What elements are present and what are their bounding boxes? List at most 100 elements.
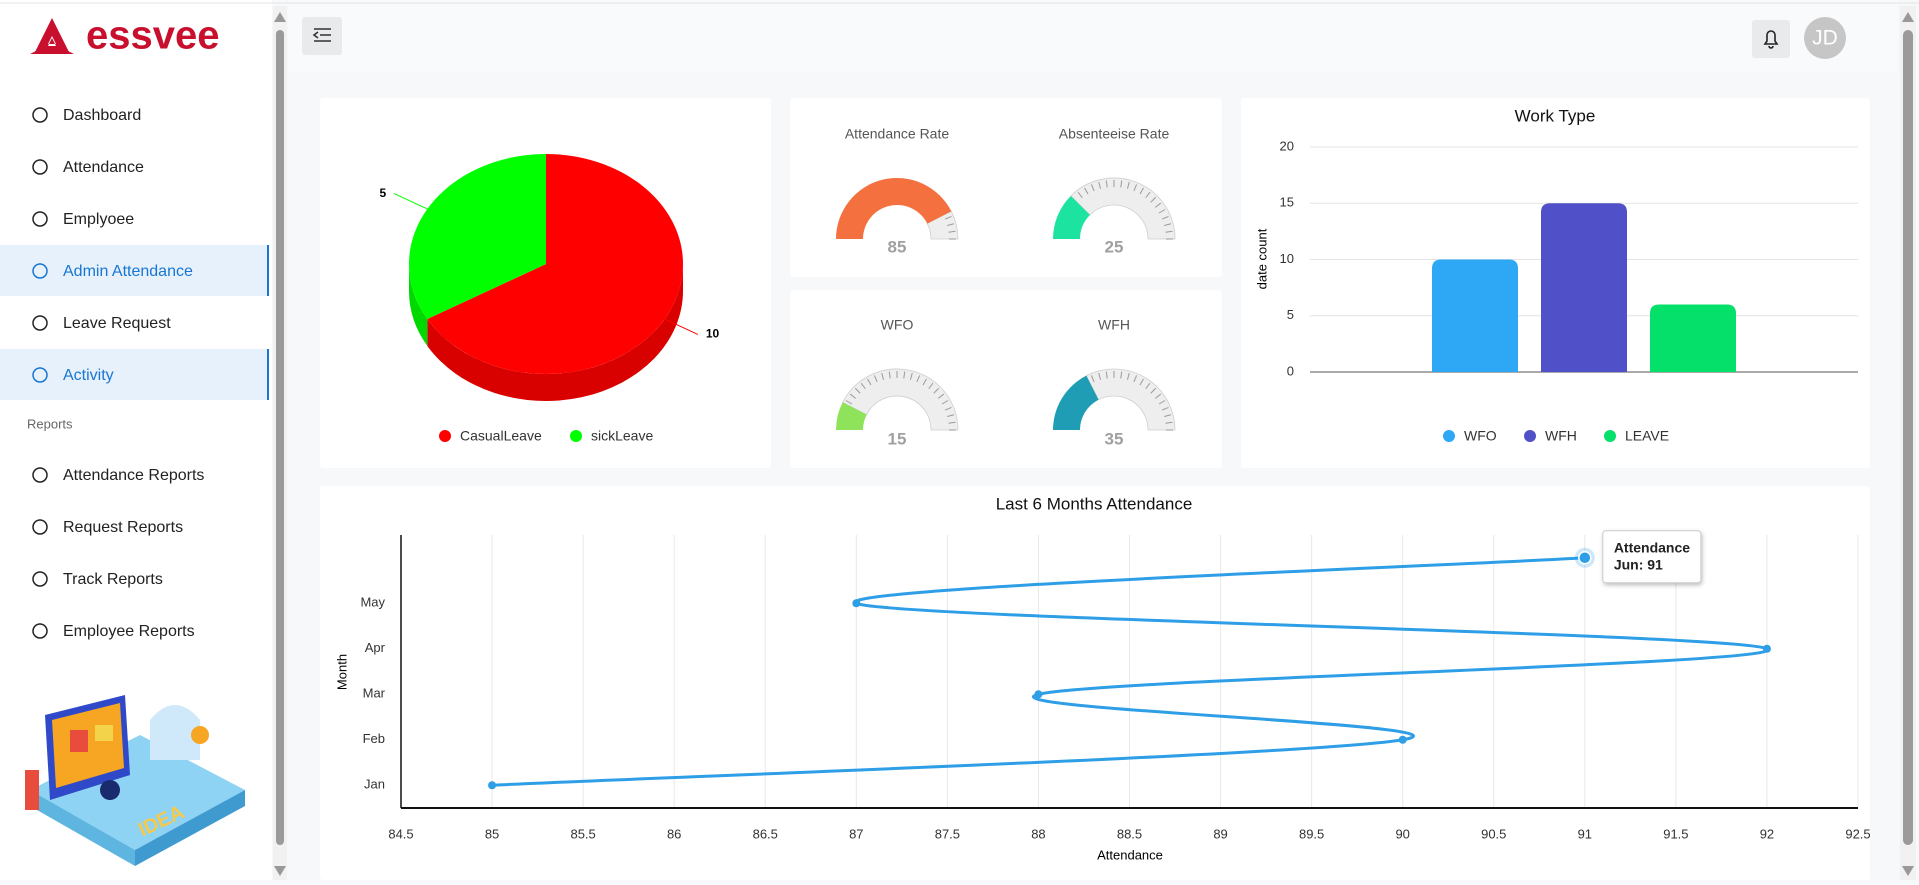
scroll-up[interactable] <box>274 12 286 22</box>
legend-label[interactable]: LEAVE <box>1625 428 1669 444</box>
scroll-up[interactable] <box>1902 12 1914 22</box>
gauge-title: WFH <box>1098 317 1130 333</box>
gauge-tick <box>1105 180 1108 188</box>
data-point[interactable] <box>852 599 861 608</box>
tooltip <box>1602 530 1702 584</box>
pie-side <box>427 264 683 402</box>
data-point[interactable] <box>488 781 497 790</box>
gauge-tick <box>881 372 885 380</box>
gauge-tick <box>1090 184 1095 192</box>
logo-text[interactable]: essvee <box>86 14 219 58</box>
scroll-down[interactable] <box>274 866 286 876</box>
nav-item[interactable]: Dashboard <box>63 107 141 124</box>
gauge-tick <box>1120 371 1123 379</box>
scroll-down[interactable] <box>1902 866 1914 876</box>
y-tick-label: Feb <box>363 731 385 746</box>
nav-item[interactable]: Attendance <box>63 159 144 176</box>
notification-button[interactable] <box>1752 20 1790 58</box>
pie-slice[interactable] <box>427 154 683 374</box>
gauge-tick <box>1154 393 1162 399</box>
card <box>790 290 1222 468</box>
gauge-tick <box>1161 215 1169 220</box>
pie-label-line <box>393 193 430 211</box>
nav-item[interactable]: Leave Request <box>63 315 171 332</box>
nav-active-bg <box>0 349 269 400</box>
gauge-tick <box>845 400 853 405</box>
pie-slice[interactable] <box>409 154 546 319</box>
x-tick-label: 90.5 <box>1481 826 1506 841</box>
x-tick-label: 86.5 <box>753 826 778 841</box>
gauge-tick <box>1139 187 1144 195</box>
gauge-value: 35 <box>1105 429 1124 448</box>
data-point[interactable] <box>1762 644 1771 653</box>
nav-item[interactable]: Attendance Reports <box>63 467 204 484</box>
y-tick-label: Jan <box>364 777 385 792</box>
nav-icon <box>32 263 48 279</box>
nav-item[interactable]: Request Reports <box>63 519 183 536</box>
x-tick-label: 89.5 <box>1299 826 1324 841</box>
gauge-fill <box>836 402 867 430</box>
gauge-tick <box>1139 378 1144 386</box>
gauge-tick <box>948 421 956 424</box>
scroll-thumb[interactable] <box>276 30 284 845</box>
nav-icon <box>32 571 48 587</box>
gauge-tick <box>1145 191 1151 199</box>
y-tick-label: Mar <box>363 686 386 701</box>
gauge-tick <box>1098 181 1102 189</box>
legend-marker[interactable] <box>439 430 451 442</box>
legend-label[interactable]: WFH <box>1545 428 1577 444</box>
legend-label[interactable]: CasualLeave <box>460 428 542 444</box>
gauge-tick <box>1161 406 1169 411</box>
nav-item[interactable]: Employee Reports <box>63 623 195 640</box>
nav-icon <box>32 367 48 383</box>
gauge-tick <box>903 371 906 379</box>
data-point[interactable] <box>1034 690 1043 699</box>
x-tick-label: 85 <box>485 826 499 841</box>
avatar[interactable] <box>1804 17 1846 59</box>
gauge-tick <box>909 372 913 380</box>
gauge-track <box>842 368 959 431</box>
legend-marker[interactable] <box>570 430 582 442</box>
bar[interactable] <box>1432 259 1518 373</box>
nav-icon <box>32 467 48 483</box>
menu-button[interactable] <box>302 17 342 55</box>
gauge-tick <box>849 393 857 399</box>
y-tick-label: 15 <box>1280 195 1294 210</box>
header <box>288 0 1898 72</box>
legend-label[interactable]: WFO <box>1464 428 1497 444</box>
x-tick-label: 88 <box>1031 826 1045 841</box>
nav-icon <box>32 315 48 331</box>
bar[interactable] <box>1541 203 1627 372</box>
legend-marker[interactable] <box>1443 430 1455 442</box>
nav-icon <box>32 519 48 535</box>
gauge-tick <box>873 375 878 383</box>
legend-label[interactable]: sickLeave <box>591 428 653 444</box>
gauge-tick <box>1133 375 1138 383</box>
gauge-tick <box>944 406 952 411</box>
pie-side <box>409 264 428 346</box>
card <box>320 486 1870 880</box>
bar[interactable] <box>1650 304 1736 373</box>
gauge-tick <box>854 387 861 394</box>
gauge-value: 85 <box>888 237 907 256</box>
x-tick-label: 87 <box>849 826 863 841</box>
gauge-tick <box>944 215 952 220</box>
gauge-tick <box>1154 202 1162 208</box>
menu-icon <box>312 28 331 42</box>
bell-icon <box>1763 30 1779 49</box>
legend-marker[interactable] <box>1604 430 1616 442</box>
scroll-thumb[interactable] <box>1903 30 1913 845</box>
y-tick-label: 20 <box>1280 138 1294 153</box>
nav-icon <box>32 211 48 227</box>
data-point[interactable] <box>1398 735 1407 744</box>
nav-item[interactable]: Track Reports <box>63 571 163 588</box>
pie-label: 10 <box>706 327 720 341</box>
gauge-tick <box>1164 414 1172 418</box>
data-point[interactable] <box>1578 551 1592 565</box>
legend-marker[interactable] <box>1524 430 1536 442</box>
nav-item[interactable]: Admin Attendance <box>63 263 193 280</box>
nav-item[interactable]: Emplyoee <box>63 211 134 228</box>
nav-item[interactable]: Activity <box>63 367 114 384</box>
